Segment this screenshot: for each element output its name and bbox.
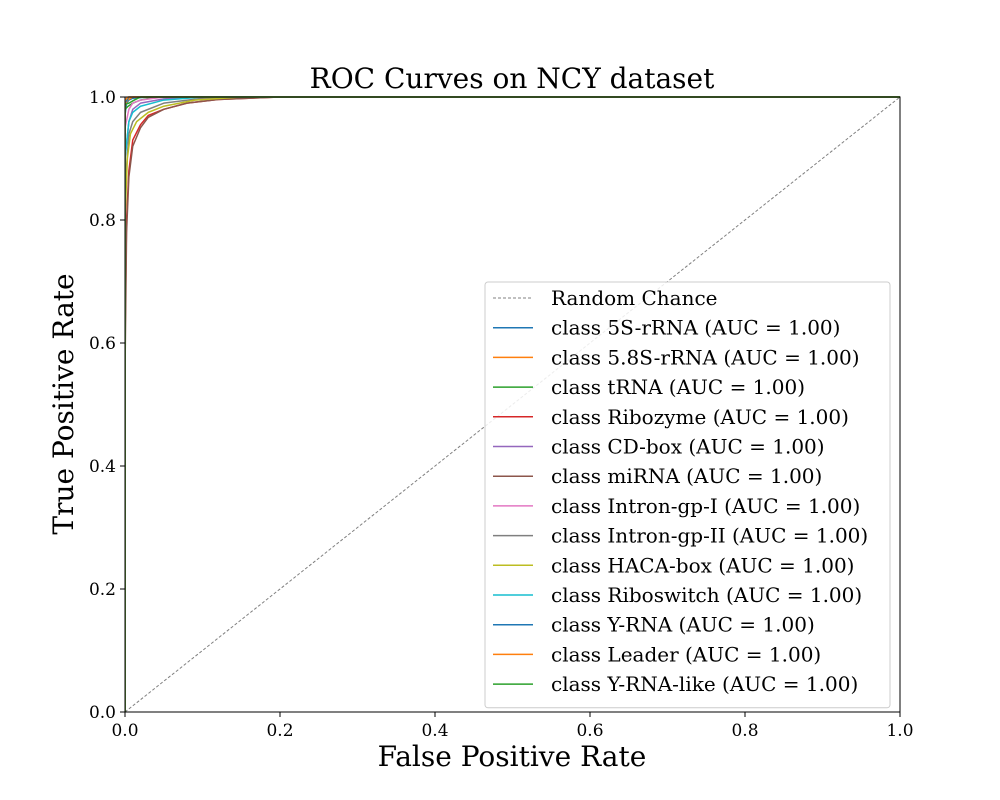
x-tick-label: 1.0 <box>886 721 913 741</box>
y-tick-label: 0.8 <box>89 211 116 231</box>
x-axis-title: False Positive Rate <box>378 740 647 773</box>
y-axis-title: True Positive Rate <box>47 273 80 534</box>
legend-label-9: class HACA-box (AUC = 1.00) <box>551 553 855 577</box>
x-tick-label: 0.2 <box>266 721 293 741</box>
legend-label-8: class Intron-gp-II (AUC = 1.00) <box>551 524 868 548</box>
axes-frame <box>124 96 901 713</box>
legend-label-1: class 5S-rRNA (AUC = 1.00) <box>551 316 840 340</box>
roc-curve-9 <box>125 96 900 712</box>
y-tick-label: 1.0 <box>89 88 116 108</box>
x-tick-label: 0.4 <box>421 721 448 741</box>
legend: Random Chance class 5S-rRNA (AUC = 1.00) c… <box>484 281 891 709</box>
axes: 0.0 0.2 0.4 0.6 0.8 1.0 0.0 0.2 0.4 0.6 0.8 1.0 <box>89 88 914 741</box>
legend-box <box>484 281 891 709</box>
x-tick-label: 0.0 <box>111 721 138 741</box>
chart-title: ROC Curves on NCY dataset <box>310 62 715 95</box>
y-tick-label: 0.6 <box>89 334 116 354</box>
y-tick-label: 0.0 <box>89 703 116 723</box>
y-tick-label: 0.4 <box>89 457 116 477</box>
legend-label-6: class miRNA (AUC = 1.00) <box>551 464 822 488</box>
legend-label-10: class Riboswitch (AUC = 1.00) <box>551 583 862 607</box>
legend-label-13: class Y-RNA-like (AUC = 1.00) <box>551 672 858 696</box>
legend-label-4: class Ribozyme (AUC = 1.00) <box>551 405 849 429</box>
legend-label-12: class Leader (AUC = 1.00) <box>551 642 821 666</box>
legend-label-5: class CD-box (AUC = 1.00) <box>551 435 825 459</box>
x-tick-label: 0.6 <box>576 721 603 741</box>
legend-label-3: class tRNA (AUC = 1.00) <box>551 375 805 399</box>
legend-label-2: class 5.8S-rRNA (AUC = 1.00) <box>551 345 860 369</box>
legend-label-random-chance: Random Chance <box>551 286 718 310</box>
legend-label-7: class Intron-gp-I (AUC = 1.00) <box>551 494 860 518</box>
roc-curve-6 <box>125 96 900 712</box>
x-tick-label: 0.8 <box>731 721 758 741</box>
y-tick-label: 0.2 <box>89 580 116 600</box>
legend-label-11: class Y-RNA (AUC = 1.00) <box>551 613 815 637</box>
